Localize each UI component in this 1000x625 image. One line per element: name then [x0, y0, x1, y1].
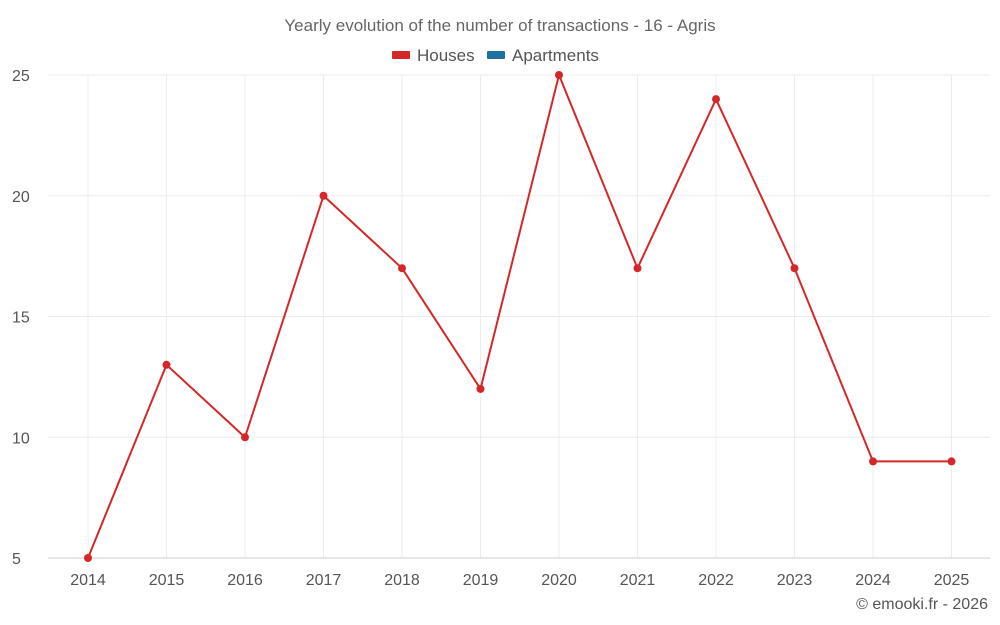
data-point-houses[interactable] [790, 264, 799, 273]
x-tick-label: 2024 [855, 572, 891, 589]
data-point-houses[interactable] [947, 457, 956, 466]
data-point-houses[interactable] [476, 384, 485, 393]
legend-label-apartments: Apartments [512, 46, 599, 65]
y-tick-label: 10 [12, 430, 30, 447]
y-tick-label: 15 [12, 310, 30, 327]
x-tick-label: 2021 [620, 572, 656, 589]
data-point-houses[interactable] [712, 95, 720, 104]
series-houses [84, 71, 956, 562]
x-tick-label: 2017 [306, 572, 342, 589]
data-point-houses[interactable] [84, 554, 92, 562]
legend-label-houses: Houses [417, 46, 475, 65]
data-point-houses[interactable] [869, 457, 877, 466]
legend-item-houses[interactable]: Houses [392, 46, 475, 65]
y-tick-label: 20 [12, 189, 30, 206]
x-tick-label: 2020 [541, 572, 577, 589]
data-point-houses[interactable] [319, 191, 328, 200]
legend: Houses Apartments [392, 46, 599, 65]
data-point-houses[interactable] [162, 360, 171, 369]
legend-item-apartments[interactable]: Apartments [487, 46, 599, 65]
x-tick-label: 2025 [934, 572, 970, 589]
credit-text: © emooki.fr - 2026 [856, 596, 988, 613]
x-tick-label: 2019 [463, 572, 499, 589]
y-tick-label: 25 [12, 68, 30, 85]
x-tick-label: 2016 [227, 572, 263, 589]
x-tick-label: 2022 [698, 572, 734, 589]
x-tick-label: 2014 [70, 572, 106, 589]
legend-swatch-houses [392, 51, 410, 59]
data-point-houses[interactable] [398, 264, 406, 273]
x-tick-label: 2018 [384, 572, 420, 589]
data-point-houses[interactable] [241, 433, 249, 442]
data-point-houses[interactable] [633, 264, 642, 273]
x-tick-label: 2023 [777, 572, 813, 589]
x-tick-label: 2015 [149, 572, 185, 589]
gridlines [48, 74, 990, 558]
chart-title: Yearly evolution of the number of transa… [284, 16, 715, 35]
y-tick-label: 5 [12, 551, 21, 568]
data-point-houses[interactable] [555, 71, 563, 79]
legend-swatch-apartments [487, 51, 505, 59]
series-line-houses [87, 74, 952, 559]
